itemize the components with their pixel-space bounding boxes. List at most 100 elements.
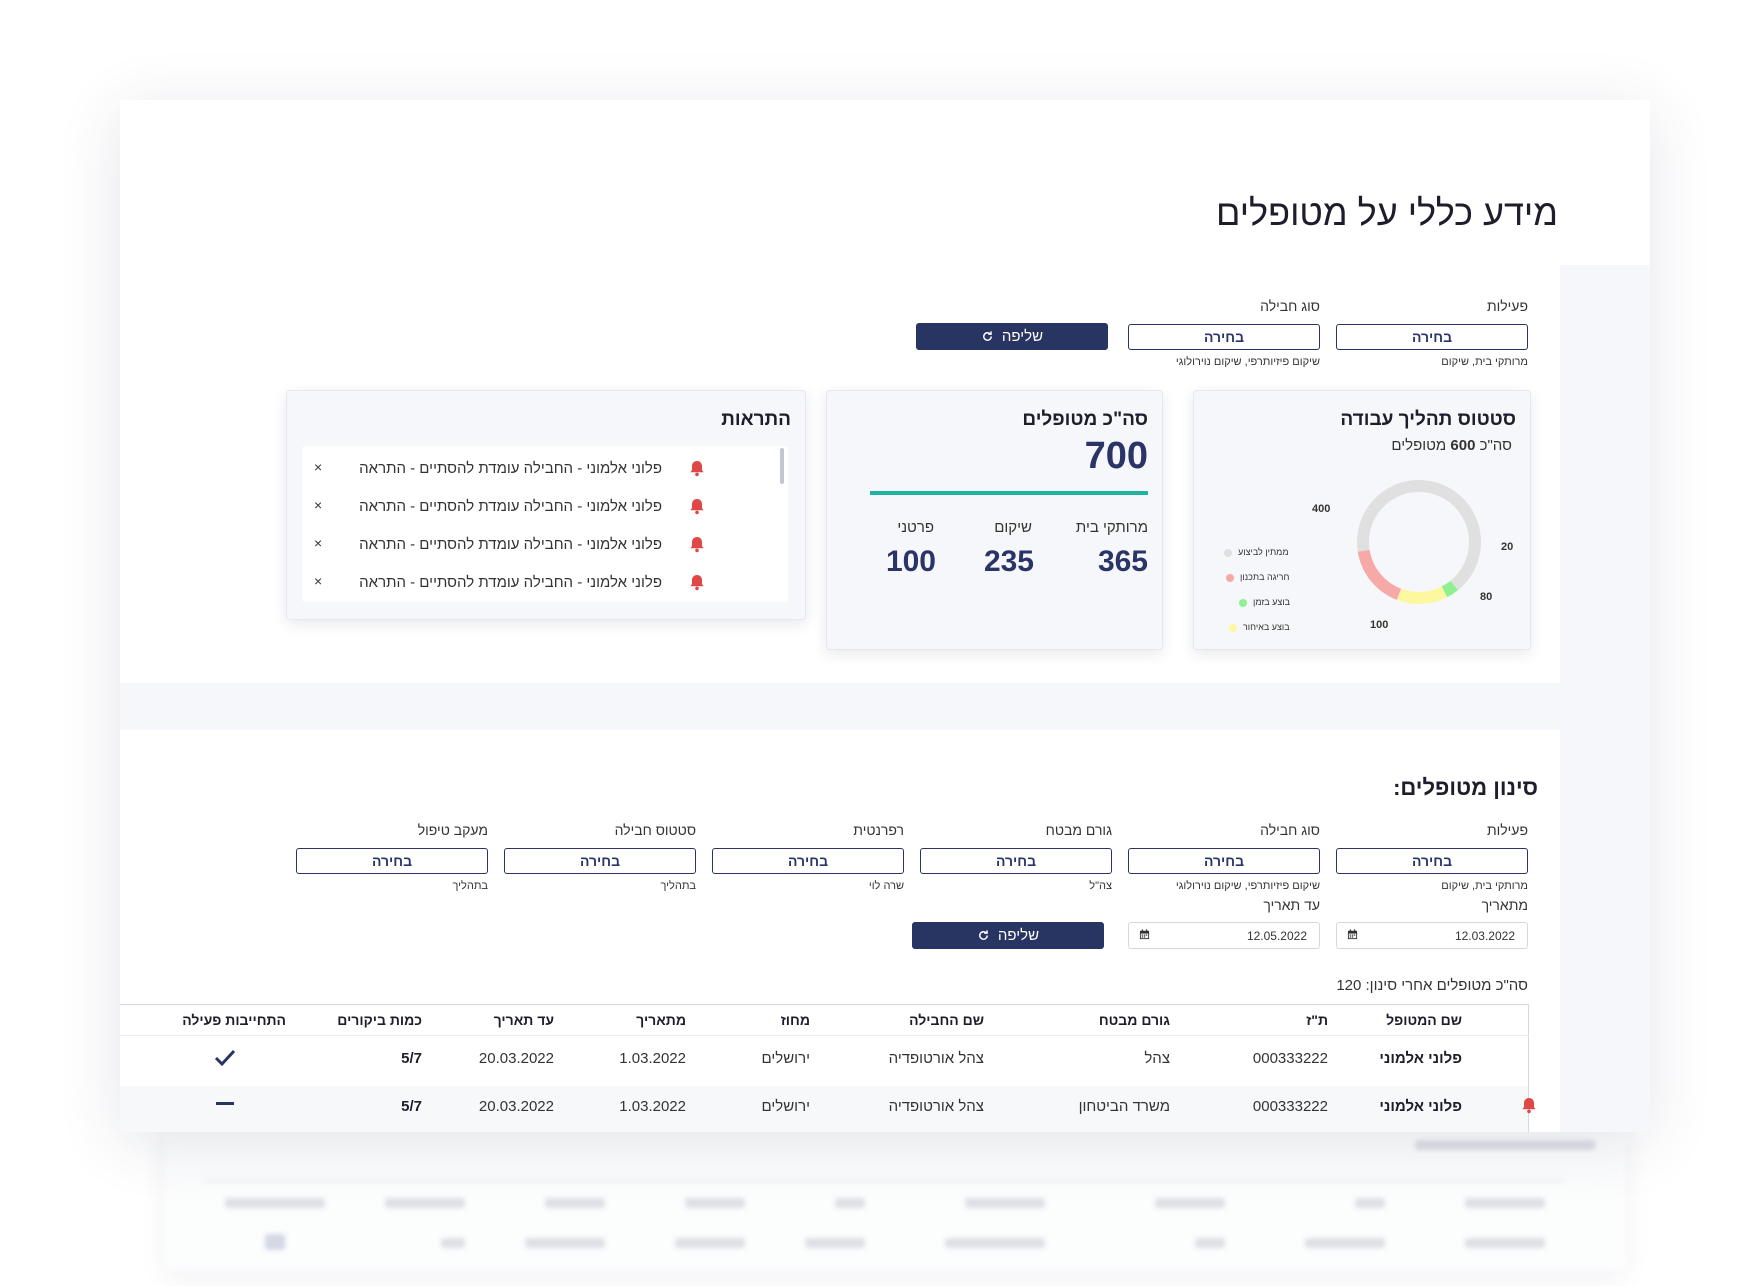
package-type-label: סוג חבילה: [1260, 298, 1320, 314]
total-patients-card: סה"כ מטופלים 700 מרותקי בית 365 שיקום 23…: [826, 390, 1163, 650]
status-card-subtitle: סה"כ 600 מטופלים: [1391, 437, 1512, 454]
stat-label-rehab: שיקום: [994, 519, 1032, 536]
date-from-input[interactable]: 12.03.2022: [1336, 922, 1528, 949]
alert-text: פלוני אלמוני - החבילה עומדת להסתיים - הת…: [359, 536, 662, 553]
close-icon[interactable]: ×: [314, 459, 323, 475]
stat-label-home: מרותקי בית: [1075, 519, 1148, 536]
column-header[interactable]: שם המטופל: [1386, 1012, 1462, 1028]
table-cell-package: צהל אורטופדיה: [888, 1098, 984, 1115]
table-row[interactable]: [120, 1086, 1528, 1132]
bell-icon: [1520, 1096, 1538, 1119]
column-header[interactable]: שם החבילה: [909, 1012, 984, 1028]
column-header[interactable]: מתאריך: [636, 1012, 686, 1028]
filter-select[interactable]: בחירה: [1128, 848, 1320, 874]
table-cell-from: 1.03.2022: [619, 1098, 686, 1115]
alert-item: פלוני אלמוני - החבילה עומדת להסתיים - הת…: [302, 450, 722, 486]
table-cell-insurer: משרד הביטחון: [1078, 1098, 1170, 1115]
filter-label: רפרנטית: [853, 822, 904, 838]
legend-item-late: בוצע באיחור: [1229, 622, 1290, 632]
date-to-input[interactable]: 12.05.2022: [1128, 922, 1320, 949]
table-cell-to: 20.03.2022: [478, 1098, 554, 1115]
donut-slice: [1357, 549, 1402, 600]
status-card: סטטוס תהליך עבודה סה"כ 600 מטופלים ממתין…: [1193, 390, 1531, 650]
top-fetch-button[interactable]: שליפה: [916, 323, 1108, 350]
calendar-icon: [1139, 929, 1150, 940]
filter-hint: בתהליך: [452, 880, 489, 892]
minus-icon: [216, 1102, 234, 1105]
refresh-icon: [983, 331, 992, 341]
fetch-label: שליפה: [1001, 328, 1044, 345]
donut-label-late: 80: [1480, 591, 1493, 603]
refresh-icon: [979, 930, 988, 940]
filter-label: סוג חבילה: [1260, 822, 1320, 838]
filter-section-title: סינון מטופלים:: [1393, 775, 1538, 800]
filter-label: פעילות: [1486, 822, 1528, 838]
column-header[interactable]: עד תאריך: [493, 1012, 554, 1028]
close-icon[interactable]: ×: [314, 535, 323, 551]
background-ghost-card: [165, 1120, 1625, 1270]
donut-slice: [1396, 586, 1448, 604]
table-cell-to: 20.03.2022: [478, 1050, 554, 1067]
date-from-label: מתאריך: [1481, 897, 1528, 913]
alerts-scrollbar[interactable]: [780, 448, 784, 484]
column-header[interactable]: התחייבות פעילה: [182, 1012, 286, 1028]
table-row[interactable]: [120, 1038, 1528, 1084]
table-cell-name: פלוני אלמוני: [1379, 1050, 1462, 1067]
total-patients-value: 700: [1084, 435, 1148, 477]
bell-icon: [688, 497, 706, 515]
stat-value-rehab: 235: [983, 545, 1034, 578]
filter-hint: בתהליך: [660, 880, 697, 892]
activity-hint: מרותקי בית, שיקום: [1441, 356, 1528, 368]
filter-select[interactable]: בחירה: [920, 848, 1112, 874]
status-donut-chart: [1357, 480, 1481, 604]
donut-slice: [1357, 480, 1481, 591]
filter-label: גורם מבטח: [1045, 822, 1112, 838]
activity-select[interactable]: בחירה: [1336, 324, 1528, 350]
total-card-title: סה"כ מטופלים: [1022, 409, 1148, 430]
page-title: מידע כללי על מטופלים: [1216, 192, 1558, 233]
filter-select[interactable]: בחירה: [504, 848, 696, 874]
alert-text: פלוני אלמוני - החבילה עומדת להסתיים - הת…: [359, 460, 662, 477]
filter-label: סטטוס חבילה: [614, 822, 696, 838]
total-divider: [870, 491, 1148, 495]
filter-hint: שרה לוי: [868, 880, 904, 892]
table-cell-district: ירושלים: [761, 1098, 810, 1115]
calendar-icon: [1347, 929, 1358, 940]
package-type-select[interactable]: בחירה: [1128, 324, 1320, 350]
donut-label-on-time: 20: [1501, 541, 1514, 553]
column-header[interactable]: מחוז: [780, 1012, 810, 1028]
donut-slice: [1441, 580, 1459, 598]
legend-item-overrun: חריגה בתכנון: [1226, 572, 1289, 582]
fetch-label: שליפה: [997, 927, 1040, 944]
filter-label: מעקב טיפול: [417, 822, 488, 838]
table-cell-visits: 5/7: [401, 1050, 422, 1067]
table-cell-id: 000333222: [1252, 1098, 1328, 1115]
close-icon[interactable]: ×: [314, 573, 323, 589]
close-icon[interactable]: ×: [314, 497, 323, 513]
activity-label: פעילות: [1486, 298, 1528, 314]
filter-select[interactable]: בחירה: [712, 848, 904, 874]
alert-item: פלוני אלמוני - החבילה עומדת להסתיים - הת…: [302, 526, 722, 562]
alerts-list: פלוני אלמוני - החבילה עומדת להסתיים - הת…: [302, 446, 788, 602]
table-cell-name: פלוני אלמוני: [1379, 1098, 1462, 1115]
filter-hint: מרותקי בית, שיקום: [1441, 880, 1528, 892]
table-cell-from: 1.03.2022: [619, 1050, 686, 1067]
stat-value-home: 365: [1097, 545, 1148, 578]
bell-icon: [688, 573, 706, 591]
column-header[interactable]: כמות ביקורים: [337, 1012, 422, 1028]
filter-select[interactable]: בחירה: [296, 848, 488, 874]
donut-label-pending: 400: [1312, 503, 1331, 515]
legend-item-pending: ממתין לביצוע: [1224, 547, 1289, 557]
filter-fetch-button[interactable]: שליפה: [912, 922, 1104, 949]
filter-select[interactable]: בחירה: [1336, 848, 1528, 874]
table-cell-package: צהל אורטופדיה: [888, 1050, 984, 1067]
alert-item: פלוני אלמוני - החבילה עומדת להסתיים - הת…: [302, 564, 722, 600]
status-card-title: סטטוס תהליך עבודה: [1340, 409, 1516, 430]
column-header[interactable]: גורם מבטח: [1098, 1012, 1170, 1028]
column-header[interactable]: ת"ז: [1306, 1012, 1328, 1028]
bell-icon: [688, 459, 706, 477]
bell-icon: [688, 535, 706, 553]
alert-text: פלוני אלמוני - החבילה עומדת להסתיים - הת…: [359, 498, 662, 515]
alert-text: פלוני אלמוני - החבילה עומדת להסתיים - הת…: [359, 574, 662, 591]
check-icon: [214, 1048, 236, 1073]
